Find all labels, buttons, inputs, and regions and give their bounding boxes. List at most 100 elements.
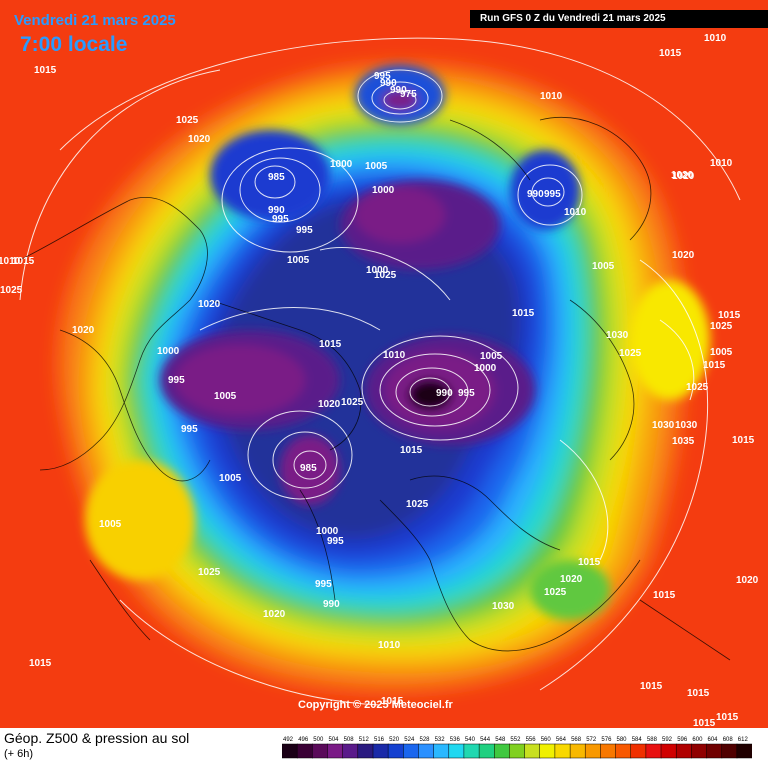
legend-tick-label: 524 bbox=[404, 737, 415, 743]
legend-tick-label: 548 bbox=[495, 737, 506, 743]
legend-tick-label: 496 bbox=[298, 737, 309, 743]
legend-tick-label: 612 bbox=[738, 737, 749, 743]
legend-tick-label: 604 bbox=[708, 737, 719, 743]
legend-swatch bbox=[721, 743, 738, 759]
map-canvas: 1015 1025 1020 1010 1015 1025 1020 1000 … bbox=[0, 0, 768, 728]
pressure-label: 1005 bbox=[219, 473, 242, 484]
pressure-label: 1000 bbox=[366, 265, 389, 276]
pressure-label: 1020 bbox=[188, 134, 211, 145]
legend-tick-label: 588 bbox=[647, 737, 658, 743]
legend-swatch bbox=[539, 743, 556, 759]
pressure-label: 1025 bbox=[406, 499, 429, 510]
pressure-label: 1020 bbox=[672, 171, 695, 182]
pressure-label: 995 bbox=[181, 424, 198, 435]
legend-swatch bbox=[403, 743, 420, 759]
pressure-label: 1005 bbox=[592, 261, 615, 272]
legend-swatch bbox=[706, 743, 723, 759]
weather-map: 1015 1025 1020 1010 1015 1025 1020 1000 … bbox=[0, 0, 768, 728]
color-scale-legend: 492 496 500 504 508 512 516 520 524 528 532 536 540 5… bbox=[282, 737, 752, 759]
pressure-label: 1015 bbox=[693, 718, 716, 728]
legend-tick-label: 504 bbox=[329, 737, 340, 743]
legend-swatch bbox=[524, 743, 541, 759]
pressure-label: 1020 bbox=[560, 574, 583, 585]
pressure-label: 995 bbox=[168, 375, 185, 386]
pressure-label: 1000 bbox=[316, 526, 339, 537]
legend-tick-label: 564 bbox=[556, 737, 567, 743]
pressure-label: 1020 bbox=[198, 299, 221, 310]
pressure-label: 1005 bbox=[99, 519, 122, 530]
pressure-label: 995 bbox=[315, 579, 332, 590]
legend-tick-label: 528 bbox=[420, 737, 431, 743]
legend-tick-label: 584 bbox=[632, 737, 643, 743]
legend-tick-label: 608 bbox=[723, 737, 734, 743]
forecast-lead-time: (+ 6h) bbox=[4, 748, 34, 760]
pressure-label: 1020 bbox=[263, 609, 286, 620]
legend-swatch bbox=[296, 743, 313, 759]
pressure-label: 1000 bbox=[330, 159, 353, 170]
pressure-label: 990 bbox=[268, 205, 285, 216]
legend-swatch bbox=[327, 743, 344, 759]
pressure-label: 1025 bbox=[619, 348, 642, 359]
map-date: Vendredi 21 mars 2025 bbox=[14, 12, 176, 29]
pressure-label: 1025 bbox=[686, 382, 709, 393]
legend-swatch bbox=[691, 743, 708, 759]
pressure-label: 990 bbox=[390, 85, 407, 96]
legend-tick-label: 560 bbox=[541, 737, 552, 743]
pressure-label: 1010 bbox=[704, 33, 727, 44]
pressure-label: 1025 bbox=[544, 587, 567, 598]
pressure-label: 1035 bbox=[672, 436, 695, 447]
legend-swatch bbox=[312, 743, 329, 759]
legend-tick-label: 520 bbox=[389, 737, 400, 743]
legend-swatch bbox=[463, 743, 480, 759]
map-title: Géop. Z500 & pression au sol bbox=[4, 730, 190, 746]
pressure-label: 995 bbox=[374, 71, 391, 82]
pressure-label: 1010 bbox=[540, 91, 563, 102]
pressure-label: 990 bbox=[323, 599, 340, 610]
pressure-label: 985 bbox=[268, 172, 285, 183]
pressure-label: 975 bbox=[400, 89, 417, 100]
pressure-label: 1015 bbox=[512, 308, 535, 319]
legend-tick-label: 492 bbox=[283, 737, 294, 743]
pressure-label: 1025 bbox=[198, 567, 221, 578]
legend-swatch bbox=[372, 743, 389, 759]
legend-tick-label: 556 bbox=[526, 737, 537, 743]
pressure-label: 995 bbox=[458, 388, 475, 399]
pressure-label: 1015 bbox=[659, 48, 682, 59]
legend-swatch bbox=[554, 743, 571, 759]
pressure-label: 1025 bbox=[341, 397, 364, 408]
legend-tick-label: 576 bbox=[601, 737, 612, 743]
pressure-label: 995 bbox=[327, 536, 344, 547]
pressure-label: 995 bbox=[544, 189, 561, 200]
legend-tick-label: 572 bbox=[586, 737, 597, 743]
pressure-label: 1020 bbox=[671, 170, 694, 181]
pressure-label: 1010 bbox=[378, 640, 401, 651]
legend-swatch bbox=[509, 743, 526, 759]
z500-field bbox=[57, 63, 686, 692]
pressure-label: 1015 bbox=[400, 445, 423, 456]
pressure-label: 1010 bbox=[710, 158, 733, 169]
pressure-label: 1005 bbox=[287, 255, 310, 266]
pressure-label: 1000 bbox=[372, 185, 395, 196]
legend-tick-label: 568 bbox=[571, 737, 582, 743]
copyright-notice: Copyright © 2025 Meteociel.fr bbox=[298, 699, 453, 711]
pressure-label: 995 bbox=[296, 225, 313, 236]
pressure-label: 1015 bbox=[34, 65, 57, 76]
pressure-label: 1000 bbox=[157, 346, 180, 357]
pressure-label: 1020 bbox=[318, 399, 341, 410]
model-run-banner: Run GFS 0 Z du Vendredi 21 mars 2025 bbox=[470, 10, 768, 28]
pressure-label: 1030 bbox=[652, 420, 675, 431]
pressure-label: 1025 bbox=[0, 285, 23, 296]
legend-swatch bbox=[675, 743, 692, 759]
pressure-label: 1015 bbox=[319, 339, 342, 350]
pressure-label: 1020 bbox=[672, 250, 695, 261]
pressure-label: 1030 bbox=[675, 420, 698, 431]
pressure-label: 1030 bbox=[606, 330, 629, 341]
legend-tick-label: 512 bbox=[359, 737, 370, 743]
pressure-label: 1025 bbox=[374, 270, 397, 281]
coastlines bbox=[19, 117, 731, 661]
pressure-label: 1015 bbox=[703, 360, 726, 371]
legend-swatch bbox=[615, 743, 632, 759]
legend-tick-label: 596 bbox=[677, 737, 688, 743]
legend-swatch bbox=[736, 743, 752, 759]
legend-swatch bbox=[478, 743, 495, 759]
